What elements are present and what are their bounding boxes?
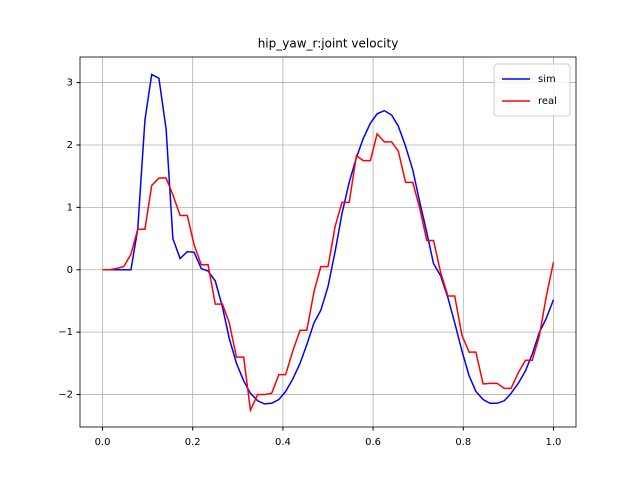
- x-tick-label: 0.2: [185, 437, 201, 448]
- y-tick-label: −1: [58, 327, 73, 338]
- series-line: [102, 132, 555, 413]
- series-line: [102, 73, 555, 405]
- x-tick-label: 0.0: [95, 437, 111, 448]
- x-tick-label: 1.0: [546, 437, 562, 448]
- y-tick-label: −2: [58, 390, 73, 401]
- x-tick-label: 0.8: [455, 437, 471, 448]
- chart-title: hip_yaw_r:joint velocity: [258, 37, 399, 51]
- y-tick-label: 0: [67, 265, 73, 276]
- legend-label: real: [538, 96, 557, 107]
- axes-frame: [79, 56, 577, 428]
- legend-label: sim: [538, 74, 556, 85]
- legend-box: [493, 63, 571, 117]
- y-tick-label: 3: [67, 78, 73, 89]
- x-tick-label: 0.4: [275, 437, 291, 448]
- y-tick-label: 2: [67, 140, 73, 151]
- x-tick-label: 0.6: [365, 437, 381, 448]
- y-tick-label: 1: [67, 202, 73, 213]
